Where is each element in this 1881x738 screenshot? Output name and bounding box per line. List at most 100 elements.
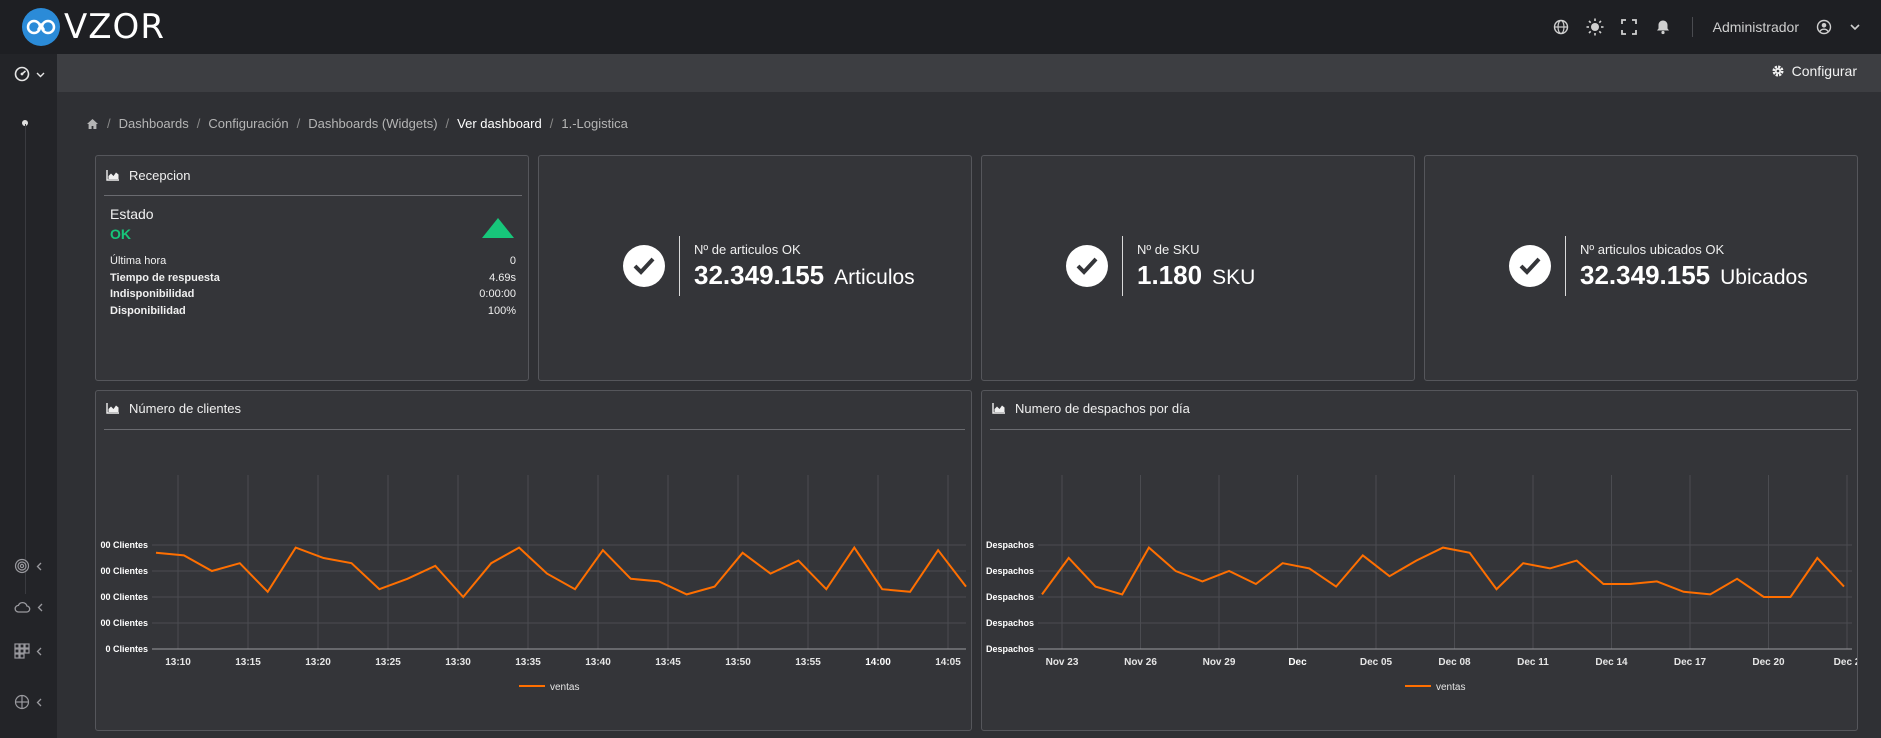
chevron-left-icon xyxy=(37,603,43,611)
sub-header: Configurar xyxy=(57,54,1881,92)
legend-label[interactable]: ventas xyxy=(550,682,579,693)
sidebar-item-fingerprint[interactable] xyxy=(14,558,43,574)
x-tick-label: 14:05 xyxy=(935,657,961,668)
x-tick-label: 13:30 xyxy=(445,657,471,668)
x-tick-label: 13:45 xyxy=(655,657,681,668)
dashboard-icon xyxy=(14,66,30,82)
chevron-left-icon xyxy=(36,647,42,655)
kpi-card-ubicados: Nº articulos ubicados OK 32.349.155 Ubica… xyxy=(1424,155,1858,381)
y-tick-label: 00 Clientes xyxy=(100,566,148,576)
home-icon[interactable] xyxy=(86,118,99,130)
area-chart-icon xyxy=(106,170,119,181)
x-tick-label: Dec 05 xyxy=(1360,657,1393,668)
breadcrumb-configuracion[interactable]: Configuración xyxy=(208,116,289,131)
divider xyxy=(1691,17,1693,37)
stat-row: Última hora 0 xyxy=(110,255,516,267)
chart-title: Número de clientes xyxy=(129,401,241,416)
fullscreen-icon[interactable] xyxy=(1620,18,1638,36)
area-chart-icon xyxy=(106,403,119,414)
kpi-value: 1.180 xyxy=(1137,259,1203,290)
stat-row: Tiempo de respuesta 4.69s xyxy=(110,272,516,284)
chevron-down-icon[interactable] xyxy=(1849,18,1861,36)
x-tick-label: 13:50 xyxy=(725,657,751,668)
x-tick-label: Dec xyxy=(1288,657,1307,668)
breadcrumb-ver-dashboard[interactable]: Ver dashboard xyxy=(457,116,542,131)
line-chart-despachos: Despachos Despachos Despachos Despachos Desp… xyxy=(986,475,1857,693)
reception-title: Recepcion xyxy=(129,168,191,183)
y-tick-label: Despachos xyxy=(986,618,1034,628)
kpi-value: 32.349.155 xyxy=(1580,259,1711,290)
breadcrumb: / Dashboards / Configuración / Dashboard… xyxy=(86,116,628,131)
y-tick-label: 00 Clientes xyxy=(100,540,148,550)
x-tick-label: Nov 26 xyxy=(1124,657,1157,668)
fingerprint-icon xyxy=(14,558,30,574)
x-tick-label: 13:40 xyxy=(585,657,611,668)
sidebar-item-cloud[interactable] xyxy=(14,600,44,614)
chevron-down-icon xyxy=(36,72,45,77)
x-tick-label: Dec 11 xyxy=(1517,657,1549,668)
grid-icon xyxy=(14,643,30,659)
x-tick-label: 14:00 xyxy=(865,657,891,668)
x-tick-label: 13:15 xyxy=(235,657,261,668)
kpi-title: Nº de articulos OK xyxy=(694,241,801,257)
x-tick-label: Nov 29 xyxy=(1203,657,1236,668)
y-tick-label: Despachos xyxy=(986,644,1034,654)
kpi-unit: Ubicados xyxy=(1720,265,1808,289)
chart-card-clientes: Número de clientes 00 Clientes 00 Cliente… xyxy=(95,390,972,731)
check-circle-icon xyxy=(1066,245,1108,287)
y-tick-label: 00 Clientes xyxy=(100,618,148,628)
estado-value: OK xyxy=(110,226,131,242)
breadcrumb-current: 1.-Logistica xyxy=(561,116,628,131)
gear-icon xyxy=(1772,65,1784,77)
line-chart-clientes: 00 Clientes 00 Clientes 00 Clientes 00 Clie… xyxy=(100,475,967,693)
x-tick-label: Nov 23 xyxy=(1046,657,1079,668)
configure-button[interactable]: Configurar xyxy=(1771,63,1857,79)
series-line xyxy=(155,545,967,599)
bell-icon[interactable] xyxy=(1654,18,1672,36)
y-tick-label: Despachos xyxy=(986,566,1034,576)
y-tick-label: Despachos xyxy=(986,540,1034,550)
kpi-title: Nº articulos ubicados OK xyxy=(1580,241,1725,257)
series-line xyxy=(1041,546,1845,598)
globe-icon[interactable] xyxy=(1552,18,1570,36)
kpi-unit: Articulos xyxy=(834,265,915,289)
y-tick-label: 00 Clientes xyxy=(100,592,148,602)
sidebar-active-dot[interactable] xyxy=(22,120,28,126)
x-tick-label: Dec 20 xyxy=(1752,657,1785,668)
x-tick-label: Dec 2 xyxy=(1834,657,1857,668)
sidebar-item-network[interactable] xyxy=(14,694,43,710)
configure-label: Configurar xyxy=(1791,63,1857,79)
chevron-left-icon xyxy=(36,698,42,706)
breadcrumb-dashboards[interactable]: Dashboards xyxy=(118,116,189,131)
cloud-icon xyxy=(14,602,31,613)
kpi-card-sku: Nº de SKU 1.180 SKU xyxy=(981,155,1415,381)
check-circle-icon xyxy=(623,245,665,287)
check-circle-icon xyxy=(1509,245,1551,287)
x-tick-label: 13:20 xyxy=(305,657,331,668)
x-tick-label: 13:35 xyxy=(515,657,541,668)
user-circle-icon[interactable] xyxy=(1815,18,1833,36)
kpi-unit: SKU xyxy=(1212,265,1256,289)
legend-label[interactable]: ventas xyxy=(1436,682,1465,693)
chart-card-despachos: Numero de despachos por día Despachos Des… xyxy=(981,390,1858,731)
sidebar-item-grid[interactable] xyxy=(14,643,43,659)
y-tick-label: Despachos xyxy=(986,592,1034,602)
x-tick-label: Dec 08 xyxy=(1438,657,1471,668)
chevron-left-icon xyxy=(36,562,42,570)
y-tick-label: 0 Clientes xyxy=(105,644,148,654)
breadcrumb-dashboards-widgets[interactable]: Dashboards (Widgets) xyxy=(308,116,438,131)
reception-card: Recepcion Estado OK Última hora 0 Tiempo … xyxy=(95,155,529,381)
x-tick-label: 13:10 xyxy=(165,657,191,668)
kpi-card-articulos: Nº de articulos OK 32.349.155 Articulos xyxy=(538,155,972,381)
status-up-icon xyxy=(482,218,514,238)
user-name[interactable]: Administrador xyxy=(1712,19,1799,35)
kpi-value: 32.349.155 xyxy=(694,259,825,290)
top-bar: VZOR Administrador xyxy=(0,0,1881,54)
x-tick-label: Dec 14 xyxy=(1595,657,1628,668)
sidebar-item-dashboard[interactable] xyxy=(14,66,45,82)
sidebar-line xyxy=(25,124,26,594)
logo[interactable]: VZOR xyxy=(22,7,165,47)
sun-icon[interactable] xyxy=(1586,18,1604,36)
x-tick-label: Dec 17 xyxy=(1674,657,1707,668)
stat-row: Indisponibilidad 0:00:00 xyxy=(110,288,516,300)
